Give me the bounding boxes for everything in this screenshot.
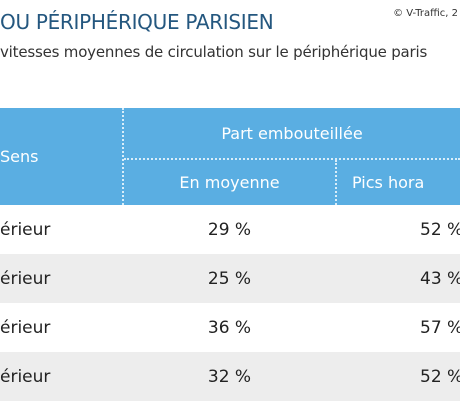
cell: 36 % xyxy=(207,317,252,338)
divider xyxy=(335,160,337,205)
table-row: érieur 32 % 52 % xyxy=(0,352,460,401)
table-row: érieur 36 % 57 % xyxy=(0,303,460,352)
cell: érieur xyxy=(0,366,51,387)
cell: 57 % xyxy=(420,317,460,338)
table-header: Sens Part embouteillée En moyenne Pics h… xyxy=(0,108,460,205)
source: © V-Traffic, 2 xyxy=(393,8,458,19)
title: OU PÉRIPHÉRIQUE PARISIEN xyxy=(0,10,274,34)
cell: 43 % xyxy=(420,268,460,289)
header-cell: Sens xyxy=(0,147,39,166)
divider xyxy=(122,108,124,205)
header-cell: Part embouteillée xyxy=(221,123,363,143)
cell: érieur xyxy=(0,268,51,289)
cell: érieur xyxy=(0,317,51,338)
header-cell: Pics hora xyxy=(352,173,425,192)
cell: 29 % xyxy=(207,219,252,240)
divider xyxy=(124,158,460,160)
table-row: érieur 29 % 52 % xyxy=(0,205,460,254)
cell: 52 % xyxy=(420,366,460,387)
table-row: érieur 25 % 43 % xyxy=(0,254,460,303)
subtitle: vitesses moyennes de circulation sur le … xyxy=(0,43,428,61)
header-cell: En moyenne xyxy=(179,173,280,192)
cell: érieur xyxy=(0,219,51,240)
cell: 25 % xyxy=(207,268,252,289)
cell: 52 % xyxy=(420,219,460,240)
cell: 32 % xyxy=(207,366,252,387)
